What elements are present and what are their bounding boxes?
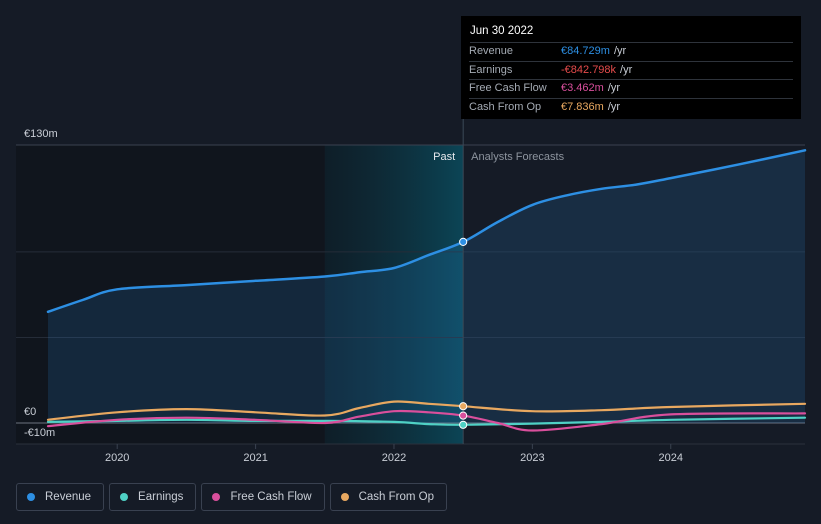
legend-dot-icon (120, 493, 129, 501)
gridlines (16, 144, 805, 445)
series-lines (46, 149, 807, 432)
free-cash-flow-marker (459, 411, 468, 420)
legend-item-revenue[interactable]: Revenue (16, 483, 105, 511)
x-axis-labels: 2020 2021 2022 2023 2024 (105, 444, 683, 464)
x-tick-label: 2022 (382, 452, 406, 464)
legend-item-free-cash-flow[interactable]: Free Cash Flow (201, 483, 325, 511)
legend-label: Free Cash Flow (230, 491, 312, 503)
tooltip-value: €3.462m (561, 82, 604, 94)
revenue-area (48, 150, 805, 424)
legend-item-cash-from-op[interactable]: Cash From Op (329, 483, 448, 511)
tooltip-row-free-cash-flow: Free Cash Flow €3.462m /yr (469, 80, 793, 99)
y-tick-label: €0 (24, 406, 36, 418)
y-axis-labels: €130m €0 -€10m (24, 128, 58, 439)
legend-dot-icon (212, 493, 221, 501)
tooltip-label: Revenue (469, 45, 514, 57)
tooltip-unit: /yr (607, 82, 621, 94)
highlight-region (324, 145, 464, 444)
x-tick-label: 2023 (520, 452, 544, 464)
x-tick-label: 2021 (243, 452, 267, 464)
legend: Revenue Earnings Free Cash Flow Cash Fro… (16, 483, 448, 511)
tooltip-label: Cash From Op (469, 100, 542, 113)
x-tick-label: 2024 (659, 452, 683, 464)
legend-label: Cash From Op (358, 491, 435, 503)
y-tick-label: -€10m (24, 427, 55, 439)
tooltip-date: Jun 30 2022 (470, 24, 793, 43)
cash-from-op-line (46, 400, 807, 421)
revenue-marker (459, 237, 468, 246)
legend-dot-icon (27, 493, 35, 501)
tooltip-row-revenue: Revenue €84.729m /yr (469, 43, 793, 62)
tooltip-row-cash-from-op: Cash From Op €7.836m /yr (469, 99, 793, 117)
hover-markers (459, 237, 468, 429)
tooltip-row-earnings: Earnings -€842.798k /yr (469, 62, 793, 80)
cash-from-op-marker (459, 402, 468, 411)
tooltip-unit: /yr (613, 45, 627, 57)
earnings-marker (459, 420, 468, 429)
tooltip: Jun 30 2022 Revenue €84.729m /yr Earning… (461, 16, 801, 119)
legend-label: Earnings (138, 491, 184, 503)
tooltip-value: €84.729m (561, 45, 610, 57)
earnings-line (46, 416, 807, 426)
free-cash-flow-line (46, 409, 807, 432)
analysts-forecasts-label: Analysts Forecasts (471, 151, 564, 163)
series-fills (48, 150, 805, 424)
tooltip-value: €7.836m (561, 100, 604, 113)
y-tick-label: €130m (24, 128, 58, 140)
tooltip-unit: /yr (607, 100, 621, 113)
legend-dot-icon (340, 493, 349, 501)
x-tick-label: 2020 (105, 452, 129, 464)
past-label: Past (433, 151, 455, 163)
tooltip-label: Free Cash Flow (469, 82, 547, 94)
tooltip-unit: /yr (620, 63, 633, 76)
legend-item-earnings[interactable]: Earnings (109, 483, 197, 511)
tooltip-label: Earnings (469, 63, 513, 76)
tooltip-value: -€842.798k (561, 63, 617, 76)
revenue-line (46, 149, 807, 314)
legend-label: Revenue (45, 491, 92, 503)
